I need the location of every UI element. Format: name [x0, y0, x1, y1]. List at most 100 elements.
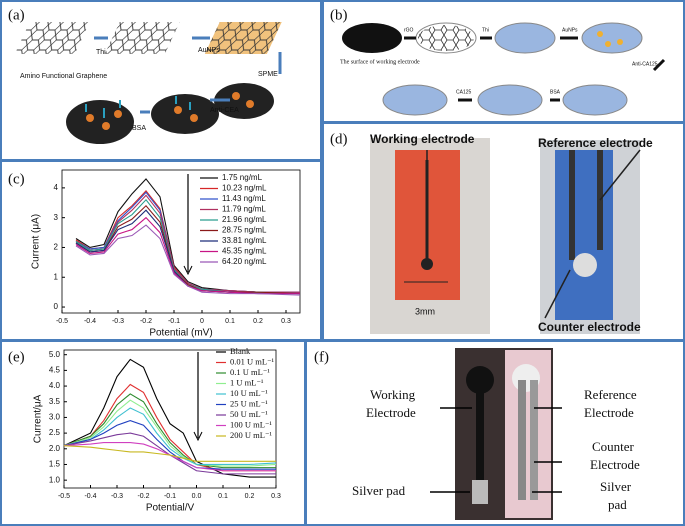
- y-tick-label: 3: [54, 213, 59, 222]
- x-tick-label: -0.1: [168, 318, 180, 325]
- legend-label: 1 U mL⁻¹: [230, 377, 264, 387]
- y-axis-label: Current/μA: [33, 394, 44, 443]
- data-line: [63, 445, 276, 462]
- legend-label: 25 U mL⁻¹: [230, 398, 268, 408]
- data-line: [75, 216, 300, 295]
- x-tick-label: 0.2: [253, 318, 263, 325]
- annotation: CA125: [456, 89, 472, 95]
- annotation: Counter electrode: [538, 320, 641, 334]
- annotation: BSA: [132, 125, 146, 132]
- data-line: [63, 399, 277, 467]
- annotation: Thi: [482, 27, 489, 33]
- legend-label: 10.23 ng/mL: [222, 184, 267, 193]
- x-tick-label: -0.5: [58, 493, 70, 500]
- y-tick-label: 4: [54, 183, 59, 192]
- annotation: Silver: [600, 479, 632, 494]
- legend-label: 200 U mL⁻¹: [230, 430, 272, 440]
- data-line: [63, 432, 276, 475]
- y-tick-label: 5.0: [49, 350, 61, 359]
- x-tick-label: 0.2: [245, 493, 255, 500]
- panel-label: (f): [314, 349, 329, 365]
- data-line: [75, 224, 301, 296]
- panel-label: (a): [8, 7, 25, 23]
- legend-label: 28.75 ng/mL: [222, 226, 267, 235]
- x-axis-label: Potential (mV): [149, 328, 212, 339]
- panel-b-art: The surface of working electrode rGO Thi…: [330, 7, 666, 116]
- y-tick-label: 3.5: [49, 397, 61, 406]
- y-tick-label: 2.5: [49, 428, 61, 437]
- annotation: SPME: [258, 71, 278, 78]
- y-tick-label: 1.5: [49, 460, 61, 469]
- y-tick-label: 2: [54, 243, 59, 252]
- panel-a-art: Amino Functional Graphene Thi AuNPs SPME…: [8, 7, 282, 144]
- annotation: Working electrode: [370, 132, 475, 146]
- x-tick-label: -0.4: [84, 493, 96, 500]
- data-line: [63, 393, 276, 469]
- annotation: AuNPs: [198, 47, 220, 54]
- x-tick-label: -0.1: [164, 493, 176, 500]
- annotation: BSA: [550, 89, 561, 95]
- panel-d-art: Working electrode Reference electrode Co…: [330, 131, 653, 334]
- annotation: Electrode: [584, 405, 634, 420]
- y-tick-label: 0: [54, 302, 59, 311]
- annotation: The surface of working electrode: [340, 58, 420, 65]
- annotation: Anti-CA125: [632, 61, 658, 67]
- annotation: Electrode: [590, 457, 640, 472]
- annotation: pad: [608, 497, 627, 512]
- y-axis-label: Current (μA): [31, 214, 42, 269]
- x-tick-label: 0.0: [192, 493, 202, 500]
- y-tick-label: 1.0: [49, 475, 61, 484]
- arrow-head: [183, 265, 193, 276]
- annotation: Anti-CEA: [210, 107, 239, 114]
- legend-label: 0.1 U mL⁻¹: [230, 367, 270, 377]
- x-tick-label: 0.3: [281, 318, 291, 325]
- y-tick-label: 1: [54, 272, 59, 281]
- x-axis-label: Potential/V: [146, 503, 195, 514]
- annotation: 3mm: [415, 306, 435, 316]
- panel-c: [0, 160, 322, 341]
- annotation: Working: [370, 387, 416, 402]
- legend-label: 0.01 U mL⁻¹: [230, 356, 275, 366]
- annotation: Reference: [584, 387, 637, 402]
- legend-label: 50 U mL⁻¹: [230, 409, 268, 419]
- plot-frame: [61, 169, 301, 314]
- y-tick-label: 2.0: [49, 444, 61, 453]
- panel-label: (d): [330, 131, 348, 147]
- legend-label: 21.96 ng/mL: [222, 215, 267, 224]
- x-tick-label: -0.5: [56, 318, 68, 325]
- annotation: Silver pad: [352, 483, 406, 498]
- annotation: rGO: [404, 27, 414, 33]
- x-tick-label: -0.2: [140, 318, 152, 325]
- panel-label: (e): [8, 349, 25, 365]
- x-tick-label: -0.3: [111, 493, 123, 500]
- legend-label: Blank: [230, 346, 251, 356]
- data-line: [63, 441, 276, 472]
- legend-label: 33.81 ng/mL: [222, 236, 267, 245]
- panel-f-art: Working Electrode Reference Electrode Co…: [314, 348, 640, 520]
- data-line: [63, 419, 276, 470]
- annotation: Counter: [592, 439, 635, 454]
- annotation: AuNPs: [562, 27, 578, 33]
- data-line: [63, 407, 277, 466]
- arrow-head: [193, 431, 203, 442]
- x-tick-label: -0.4: [84, 318, 96, 325]
- legend-label: 10 U mL⁻¹: [230, 388, 268, 398]
- y-tick-label: 4.0: [49, 381, 61, 390]
- legend-label: 45.35 ng/mL: [222, 247, 267, 256]
- panel-e: [0, 340, 306, 526]
- annotation: Amino Functional Graphene: [20, 73, 107, 80]
- annotation: Reference electrode: [538, 136, 653, 150]
- annotation: Thi: [96, 49, 106, 56]
- legend-label: 11.79 ng/mL: [222, 205, 266, 214]
- legend-label: 100 U mL⁻¹: [230, 419, 272, 429]
- panel-label: (b): [330, 7, 348, 23]
- x-tick-label: 0.1: [225, 318, 235, 325]
- x-tick-label: 0: [200, 318, 204, 325]
- y-tick-label: 4.5: [49, 365, 61, 374]
- legend-label: 1.75 ng/mL: [222, 173, 263, 182]
- panel-label: (c): [8, 171, 25, 187]
- annotation: Electrode: [366, 405, 416, 420]
- x-tick-label: 0.3: [271, 493, 281, 500]
- legend-label: 11.43 ng/mL: [222, 194, 266, 203]
